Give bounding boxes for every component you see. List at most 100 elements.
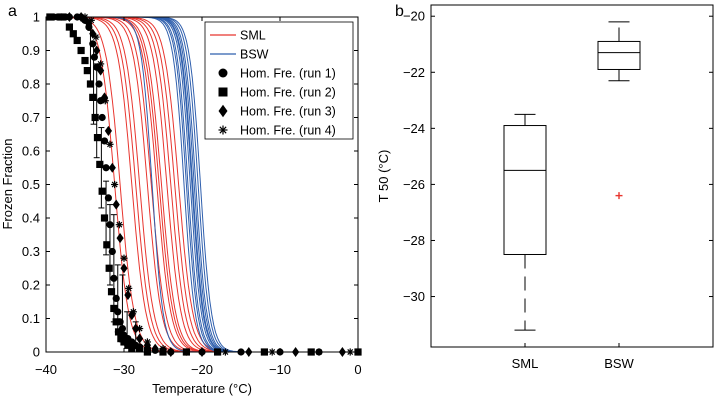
panel-a-xlabel: Temperature (°C) xyxy=(152,381,252,396)
y-tick-label: −20 xyxy=(403,9,425,24)
y-tick-label: 0.7 xyxy=(22,110,40,125)
error-bar xyxy=(114,264,121,333)
hom-run-point xyxy=(98,187,106,195)
legend-item: Hom. Fre. (run 1) xyxy=(218,67,336,81)
panel-a-legend: SML BSW Hom. Fre. (run 1) Hom. Fre. (run 2)… xyxy=(204,21,354,140)
y-tick-label: −26 xyxy=(403,177,425,192)
iqr-box xyxy=(503,125,547,255)
error-bar xyxy=(90,43,97,125)
hom-run-point xyxy=(101,97,109,105)
legend-marker xyxy=(218,68,228,78)
hom-run-point xyxy=(87,16,95,24)
hom-run-point xyxy=(83,67,91,75)
hom-run-point xyxy=(92,33,100,41)
hom-run-point xyxy=(105,264,113,272)
x-tick-label: −40 xyxy=(35,362,57,377)
hom-run-point xyxy=(100,137,109,145)
y-tick-label: −22 xyxy=(403,65,425,80)
y-tick-label: −30 xyxy=(403,289,425,304)
panel-a-label: a xyxy=(8,3,17,20)
legend-label: BSW xyxy=(240,48,269,62)
legend-item: SML xyxy=(210,29,266,43)
hom-run-point xyxy=(95,80,103,88)
category-label: SML xyxy=(512,356,539,371)
box-sml xyxy=(503,113,547,331)
iqr-box xyxy=(597,40,641,70)
hom-run-point xyxy=(98,113,106,122)
panel-a-frozen-fraction: a −40 −30 −20 −10 0 0 0.1 0.2 0.3 0.4 0.5 0.6 0.7 0.8… xyxy=(0,3,362,396)
hom-run-point xyxy=(107,288,116,296)
hom-run-point xyxy=(129,308,137,316)
y-tick-label: 0.6 xyxy=(22,144,40,159)
hom-run-point xyxy=(136,333,144,344)
hom-run-point xyxy=(90,53,98,61)
error-bar xyxy=(132,321,139,350)
error-bar xyxy=(87,29,94,85)
box-bsw xyxy=(597,21,641,200)
y-tick-label: −24 xyxy=(403,121,425,136)
hom-run-point xyxy=(81,56,89,65)
error-bar xyxy=(106,204,113,286)
legend-label: SML xyxy=(240,29,266,43)
hom-run-point xyxy=(151,343,159,354)
hom-run-point xyxy=(103,241,111,249)
y-tick-label: 0 xyxy=(33,345,40,360)
hom-run-point xyxy=(89,93,97,101)
y-tick-label: 0.8 xyxy=(22,77,40,92)
legend-label: Hom. Fre. (run 4) xyxy=(240,124,336,138)
panel-b-ticks: −30 −28 −26 −24 −22 −20 xyxy=(403,9,713,304)
hom-run-point xyxy=(65,23,73,31)
hom-run-point xyxy=(104,194,112,202)
hom-run-point xyxy=(96,160,104,168)
hom-run-point xyxy=(116,233,124,244)
hom-run-point xyxy=(100,92,109,103)
hom-run-point xyxy=(120,263,128,274)
panel-b-label: b xyxy=(395,3,404,20)
x-tick-label: −30 xyxy=(113,362,135,377)
hom-run-point xyxy=(143,338,151,346)
legend-marker xyxy=(218,125,228,135)
hom-run-point xyxy=(69,30,77,38)
legend-item: Hom. Fre. (run 3) xyxy=(218,104,336,119)
x-tick-label: 0 xyxy=(354,362,361,377)
hom-run-point xyxy=(97,65,105,76)
hom-run-point xyxy=(77,46,85,55)
hom-run-point xyxy=(106,140,114,148)
panel-b-boxes: SML BSW xyxy=(503,21,641,371)
y-tick-label: 1 xyxy=(33,10,40,25)
y-tick-label: 0.2 xyxy=(22,278,40,293)
hom-run-point xyxy=(120,254,128,262)
hom-run-point xyxy=(115,221,123,229)
legend-label: Hom. Fre. (run 3) xyxy=(240,105,336,119)
panel-a-ylabel: Frozen Fraction xyxy=(0,138,15,229)
hom-run-point xyxy=(100,214,109,222)
y-tick-label: 0.5 xyxy=(22,177,40,192)
hom-run-point xyxy=(128,345,136,353)
legend-marker xyxy=(218,87,228,97)
hom-run-point xyxy=(159,345,167,353)
y-tick-label: 0.4 xyxy=(22,211,40,226)
hom-run-point xyxy=(73,36,81,45)
hom-run-point xyxy=(104,125,112,136)
hom-run-point xyxy=(111,180,119,189)
error-bar xyxy=(124,311,131,346)
legend-item: Hom. Fre. (run 4) xyxy=(218,124,336,138)
panel-b-ylabel: T 50 (°C) xyxy=(376,150,391,203)
panel-a-error-bars xyxy=(87,29,139,350)
error-bar xyxy=(110,214,117,323)
legend-item: BSW xyxy=(210,48,269,62)
x-tick-label: −20 xyxy=(191,362,213,377)
outlier-marker xyxy=(615,192,623,200)
hom-run-point xyxy=(93,134,102,142)
legend-marker xyxy=(218,104,228,118)
legend-box xyxy=(204,21,354,140)
hom-run-point xyxy=(108,162,116,173)
hom-run-point xyxy=(91,113,99,122)
y-tick-label: 0.9 xyxy=(22,43,40,58)
y-tick-label: −28 xyxy=(403,233,425,248)
hom-run-point xyxy=(125,284,133,292)
legend-label: Hom. Fre. (run 1) xyxy=(240,67,336,81)
error-bar xyxy=(103,180,110,256)
y-tick-label: 0.1 xyxy=(22,311,40,326)
